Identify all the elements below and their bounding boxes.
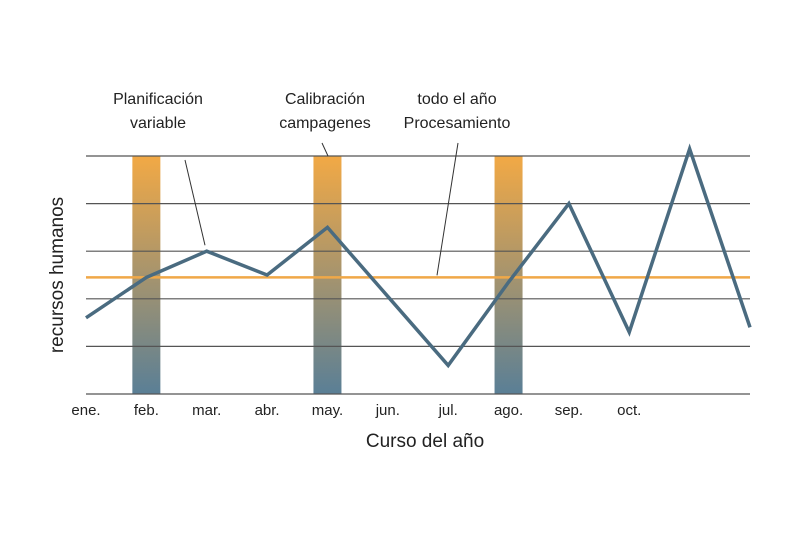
x-tick-label: jul. [438,402,458,419]
annotation: Planificación [113,91,203,108]
annotation: campagenes [279,115,371,132]
x-tick-label: abr. [255,402,280,419]
annotation: variable [130,115,186,132]
annotation-leader [184,159,206,246]
annotation-leader [436,142,459,276]
x-axis-label: Curso del año [366,431,484,452]
x-tick-label: ago. [494,402,523,419]
x-tick-label: oct. [617,402,641,419]
annotation: todo el año [417,91,496,108]
x-tick-label: may. [312,402,343,419]
annotation: Procesamiento [404,115,511,132]
highlight-band [313,156,342,394]
x-tick-label: sep. [555,402,583,419]
data-line [85,143,752,369]
y-axis-label: recursos humanos [47,197,68,353]
x-tick-label: ene. [71,402,100,419]
x-tick-label: jun. [375,402,400,419]
x-tick-label: mar. [192,402,221,419]
x-tick-label: feb. [134,402,159,419]
highlight-band [494,156,523,394]
annotation-leader [321,142,329,157]
annotation: Calibración [285,91,365,108]
